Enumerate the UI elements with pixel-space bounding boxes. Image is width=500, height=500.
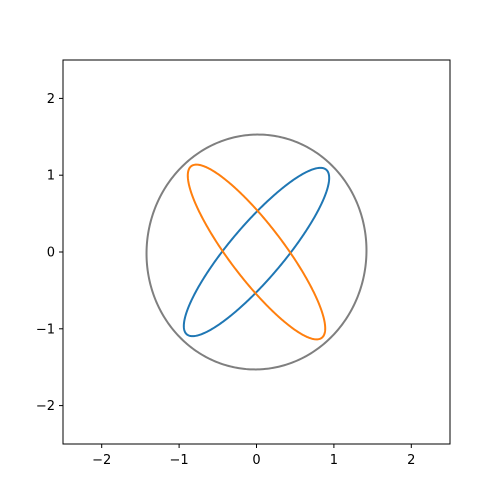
x-tick-label: 0 [252,453,260,468]
series-ellipse-2 [186,163,327,341]
y-tick-label: 2 [47,92,55,107]
y-tick-label: −2 [36,399,55,414]
x-axis: −2 −1 0 1 2 [92,444,415,468]
series-layer [145,133,368,371]
series-ellipse-3 [145,133,368,371]
y-tick-label: 0 [47,246,55,261]
y-tick-label: 1 [47,169,55,184]
series-ellipse-1 [182,166,331,338]
x-tick-label: 1 [330,453,338,468]
plot-background [63,60,450,444]
x-tick-label: 2 [407,453,415,468]
y-axis: −2 −1 0 1 2 [36,92,63,414]
y-tick-label: −1 [36,322,55,337]
x-tick-label: −1 [170,453,189,468]
x-tick-label: −2 [92,453,111,468]
